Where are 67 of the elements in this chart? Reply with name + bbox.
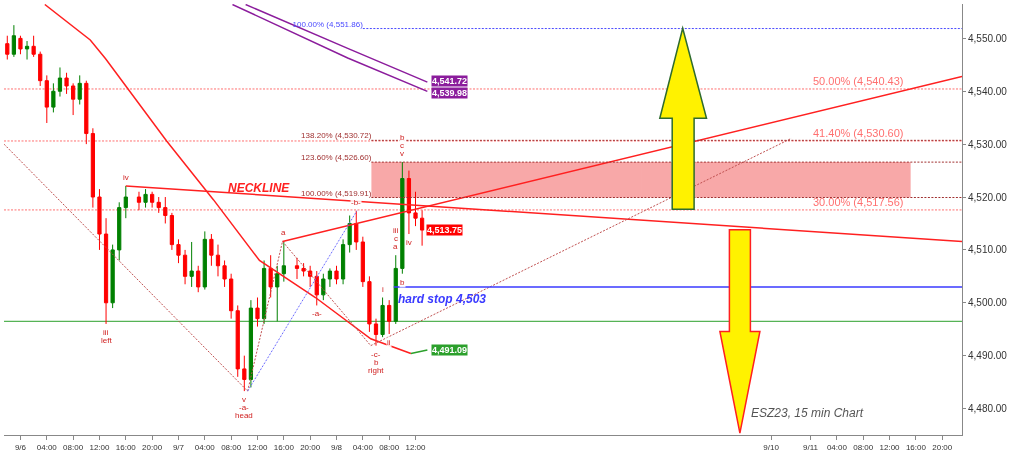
- y-tick-label: 4,490.00: [968, 350, 1008, 362]
- ref-line-label: 41.40% (4,530.60): [813, 127, 904, 139]
- x-tick-label: 08:00: [379, 442, 400, 452]
- x-tick-label: 9/10: [763, 442, 780, 452]
- y-tick-label: 4,550.00: [968, 32, 1008, 44]
- annotation: right: [368, 366, 385, 375]
- annotation: NECKLINE: [228, 181, 291, 195]
- annotation: -a-: [312, 309, 323, 318]
- annotation: head: [235, 411, 253, 420]
- annotation: ESZ23, 15 min Chart: [751, 406, 864, 420]
- annotation: c: [394, 234, 398, 243]
- annotation: a: [393, 242, 398, 251]
- y-tick-label: 4,530.00: [968, 138, 1008, 150]
- x-tick-label: 08:00: [221, 442, 242, 452]
- annotation: a: [281, 228, 286, 237]
- ref-line-label: 30.00% (4,517.56): [813, 196, 904, 208]
- x-tick-label: 12:00: [247, 442, 269, 452]
- x-tick-label: 20:00: [300, 442, 321, 452]
- x-tick-label: 04:00: [826, 442, 848, 452]
- x-tick-label: 04:00: [194, 442, 216, 452]
- y-tick-label: 4,510.00: [968, 244, 1008, 256]
- data-label: 138.20% (4,530.72): [301, 131, 372, 141]
- x-tick-label: 9/6: [14, 442, 27, 452]
- x-tick-label: 16:00: [115, 442, 137, 452]
- data-label: 100.00% (4,519.91): [301, 188, 372, 198]
- annotation: iii: [393, 226, 399, 235]
- annotation: iv: [123, 173, 129, 182]
- x-tick-label: 20:00: [142, 442, 163, 452]
- y-tick-label: 4,520.00: [968, 191, 1008, 203]
- annotation: i: [382, 285, 384, 294]
- annotation: b: [374, 358, 379, 367]
- annotation: ii: [387, 338, 391, 347]
- ref-line-label: 50.00% (4,540.43): [813, 75, 904, 87]
- x-tick-label: 04:00: [352, 442, 374, 452]
- x-tick-label: 08:00: [63, 442, 84, 452]
- x-tick-label: 16:00: [905, 442, 927, 452]
- y-tick-label: 4,500.00: [968, 297, 1008, 309]
- annotation: -c-: [371, 350, 381, 359]
- annotation: 4,491.09: [432, 345, 468, 355]
- annotation: b: [400, 133, 405, 142]
- annotation: v: [400, 149, 404, 158]
- annotation: -a-: [239, 403, 250, 412]
- annotation: v: [242, 395, 246, 404]
- annotation: 4,541.72: [432, 76, 468, 86]
- x-tick-label: 04:00: [36, 442, 58, 452]
- y-tick-label: 4,540.00: [968, 85, 1008, 97]
- annotation: 4,539.98: [432, 88, 468, 98]
- x-tick-label: 9/11: [803, 442, 819, 452]
- x-tick-label: 08:00: [853, 442, 874, 452]
- x-tick-label: 12:00: [405, 442, 427, 452]
- annotation: -b-: [351, 198, 362, 207]
- annotation: iii: [103, 328, 109, 337]
- x-tick-label: 16:00: [273, 442, 295, 452]
- x-tick-label: 9/8: [330, 442, 343, 452]
- x-tick-label: 20:00: [932, 442, 953, 452]
- annotation: left: [101, 336, 113, 345]
- x-tick-label: 9/7: [172, 442, 185, 452]
- data-label: 123.60% (4,526.60): [301, 153, 372, 163]
- annotation: 4,513.75: [427, 225, 463, 235]
- annotation: b: [400, 278, 405, 287]
- x-tick-label: 12:00: [89, 442, 111, 452]
- data-label: 100.00% (4,551.86): [292, 19, 364, 29]
- x-tick-label: 12:00: [879, 442, 901, 452]
- y-tick-label: 4,480.00: [968, 403, 1008, 415]
- annotation: hard stop 4,503: [398, 292, 487, 306]
- annotation: c: [400, 141, 404, 150]
- annotation: iv: [406, 238, 412, 247]
